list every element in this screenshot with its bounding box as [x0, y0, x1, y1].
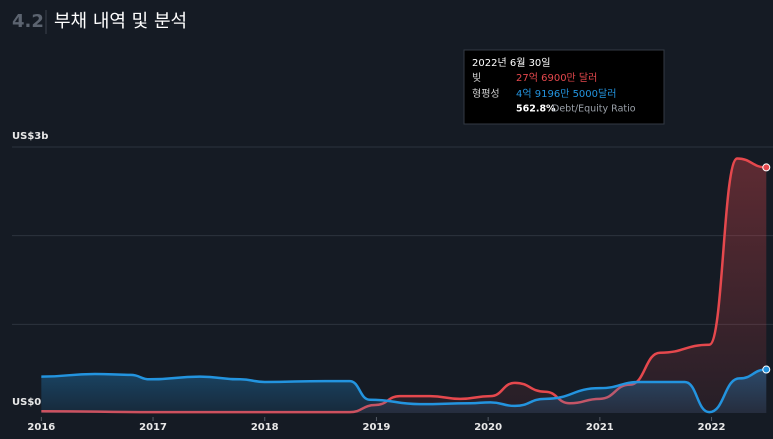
- tooltip-value: 27억 6900만 달러: [516, 72, 597, 84]
- line: [41, 368, 767, 414]
- x-tick-label: 2018: [251, 422, 279, 433]
- plot-area: US$0 US$3b 2016 2017 2018 2019 2020 2021 2022: [12, 131, 773, 433]
- area: [41, 158, 767, 413]
- chart-title: 부채 내역 및 분석: [54, 11, 187, 32]
- tooltip-label: 빚: [472, 72, 481, 84]
- section-number: 4.2: [12, 11, 44, 32]
- tooltip-value: 4억 9196만 5000달러: [516, 88, 616, 100]
- area: [41, 369, 767, 413]
- x-tick-label: 2021: [586, 422, 614, 433]
- y-tick-label: US$0: [12, 397, 41, 408]
- tooltip-box: [463, 49, 665, 125]
- tooltip-ratio: 562.8%: [516, 104, 556, 115]
- y-tick-label: US$3b: [12, 131, 48, 142]
- x-tick-label: 2019: [363, 422, 391, 433]
- x-tick-label: 2022: [698, 422, 726, 433]
- x-tick-label: 2016: [27, 422, 55, 433]
- end-point: [762, 163, 771, 172]
- tooltip-ratio-label: Debt/Equity Ratio: [552, 104, 636, 115]
- tooltip: 2022년 6월 30일 빚 27억 6900만 달러 형평성 4억 9196만…: [463, 49, 665, 125]
- end-point: [762, 365, 771, 374]
- tooltip-date: 2022년 6월 30일: [472, 57, 551, 69]
- x-tick-label: 2017: [139, 422, 167, 433]
- x-tick-label: 2020: [474, 422, 502, 433]
- tooltip-label: 형평성: [472, 88, 500, 100]
